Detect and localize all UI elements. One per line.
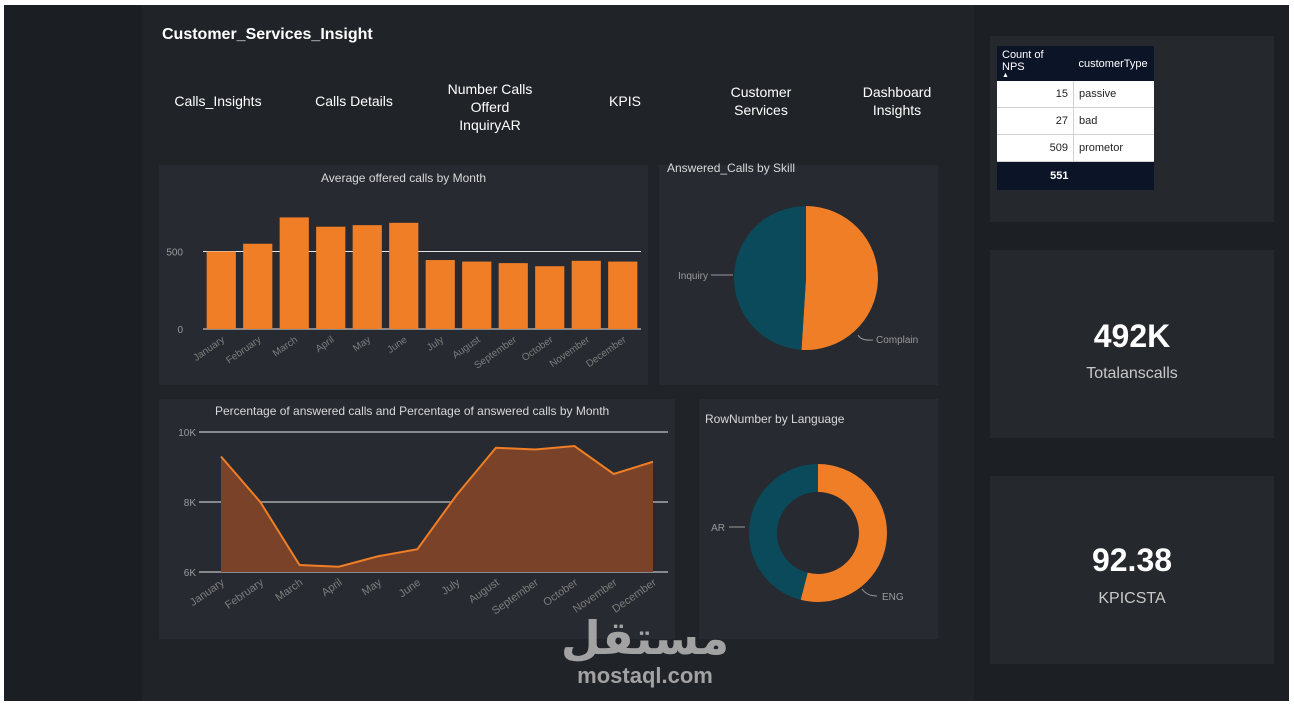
segment-label: ENG (882, 592, 904, 603)
nps-count-cell: 509 (997, 134, 1074, 162)
kpi-value: 92.38 (1091, 542, 1173, 578)
x-tick-label: July (425, 334, 446, 353)
nav-dashboard-insights[interactable]: Dashboard Insights (862, 84, 932, 118)
x-tick-label: June (397, 577, 423, 601)
slice-label: Inquiry (678, 271, 708, 282)
table-row: 27 bad (997, 107, 1154, 135)
pie-slice (801, 206, 878, 350)
watermark-latin: mostaql.com (577, 663, 713, 688)
nps-type-cell: prometor (1073, 134, 1154, 162)
bar (206, 251, 236, 329)
leader-line (861, 588, 878, 597)
bar-chart-title: Average offered calls by Month (321, 171, 486, 185)
bar (535, 266, 565, 329)
nps-count-cell: 15 (997, 81, 1074, 108)
bar (279, 217, 309, 329)
x-tick-label: March (273, 577, 305, 604)
nps-total-empty (1073, 161, 1154, 190)
nav-number-calls-offerd[interactable]: Number Calls Offerd InquiryAR (447, 81, 533, 133)
nps-type-cell: passive (1073, 81, 1154, 108)
kpi-card-totalanscalls: 492K Totalanscalls (990, 250, 1274, 438)
kpi-value: 492K (1093, 318, 1171, 354)
x-tick-label: December (610, 576, 659, 615)
x-tick-label: July (439, 576, 462, 597)
table-row: 509 prometor (997, 134, 1154, 162)
x-tick-label: August (467, 577, 502, 606)
watermark-arabic: مستقل (560, 611, 730, 665)
nps-type-cell: bad (1073, 107, 1154, 135)
bar (608, 261, 638, 329)
x-tick-label: January (188, 576, 227, 609)
skill-pie-chart: Complain Inquiry (678, 206, 918, 350)
nps-table: Count of NPS ▲ customerType 15 passive 27… (997, 46, 1154, 190)
left-margin (4, 5, 142, 701)
y-tick-label: 6K (184, 568, 197, 579)
bar (425, 260, 455, 329)
x-tick-label: January (192, 334, 227, 363)
x-tick-label: May (351, 334, 373, 354)
kpi-card-kpicsta: 92.38 KPICSTA (990, 476, 1274, 664)
bar (498, 263, 528, 329)
x-tick-label: May (360, 576, 384, 598)
series-line (220, 444, 654, 568)
sort-ascending-icon: ▲ (1002, 71, 1009, 79)
x-tick-label: February (223, 576, 266, 611)
x-tick-label: April (314, 334, 337, 354)
y-tick-label: 0 (177, 325, 183, 336)
x-tick-label: April (320, 577, 345, 599)
area-chart-title: Percentage of answered calls and Percent… (215, 404, 610, 418)
nps-total-cell: 551 (997, 161, 1074, 190)
donut-segment (749, 464, 887, 602)
x-tick-label: August (451, 334, 483, 361)
y-tick-label: 10K (178, 428, 196, 439)
bar (316, 226, 346, 329)
nav-kpis[interactable]: KPIS (609, 93, 641, 109)
nav-customer-services[interactable]: Customer Services (730, 84, 792, 118)
segment-label: AR (711, 523, 725, 534)
skill-pie-panel: Answered_Calls by Skill Complain Inquiry (659, 161, 938, 385)
nav-calls-insights[interactable]: Calls_Insights (174, 93, 262, 109)
bar-chart-panel: Average offered calls by Month 0 500 Janua… (159, 165, 648, 385)
x-tick-label: March (271, 334, 300, 359)
kpi-label: Totalanscalls (1086, 365, 1178, 382)
y-tick-label: 500 (166, 248, 183, 259)
bar (462, 261, 492, 329)
table-total-row: 551 (997, 161, 1154, 190)
area-fill (221, 446, 653, 572)
x-tick-label: February (224, 334, 263, 366)
pie-slice (733, 206, 806, 350)
language-donut-title: RowNumber by Language (705, 412, 845, 426)
bar (571, 260, 601, 329)
page-title: Customer_Services_Insight (162, 26, 373, 43)
y-tick-label: 8K (184, 498, 197, 509)
table-row: 15 passive (997, 81, 1154, 108)
nav-calls-details[interactable]: Calls Details (315, 93, 393, 109)
nps-count-cell: 27 (997, 107, 1074, 135)
bar (352, 225, 382, 329)
skill-pie-title: Answered_Calls by Skill (667, 161, 796, 175)
area-chart-panel: Percentage of answered calls and Percent… (159, 399, 675, 639)
bar (389, 222, 419, 329)
kpi-label: KPICSTA (1098, 590, 1166, 607)
x-tick-label: June (385, 334, 409, 356)
watermark: مستقل mostaql.com (560, 612, 730, 688)
slice-label: Complain (876, 335, 918, 346)
language-donut-chart: ENG AR (711, 464, 904, 603)
nps-type-header[interactable]: customerType (1073, 46, 1154, 81)
nps-count-header[interactable]: Count of NPS ▲ (997, 46, 1074, 81)
x-tick-label: December (584, 334, 629, 370)
bar (243, 243, 273, 329)
leader-line (857, 334, 874, 341)
language-donut-panel: RowNumber by Language ENG AR (699, 399, 938, 639)
